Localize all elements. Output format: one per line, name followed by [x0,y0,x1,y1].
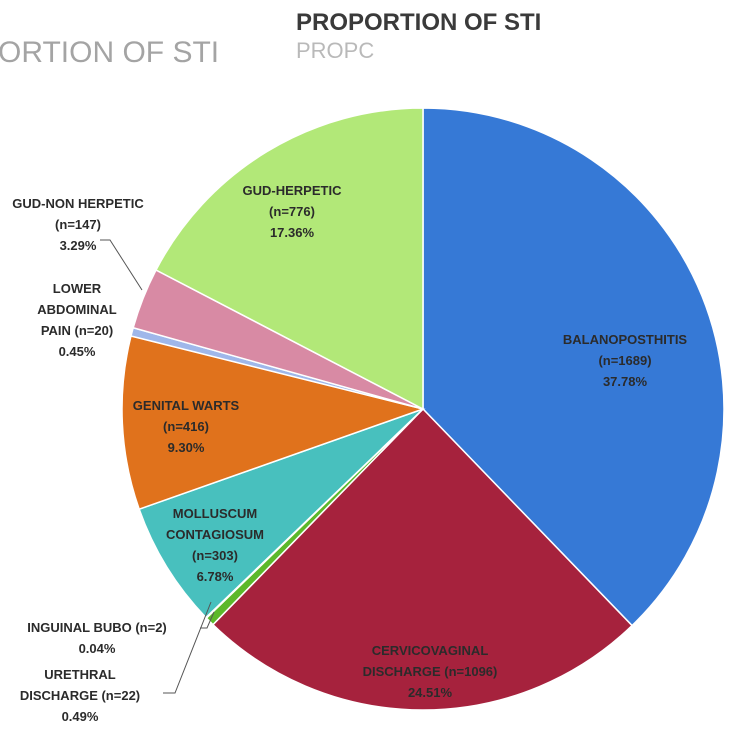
slice-label-molluscum-contagiosum-line-3: 6.78% [197,569,234,584]
slice-label-gud-non-herpetic-line-2: 3.29% [60,238,97,253]
slice-genital-warts [121,335,426,511]
slice-label-molluscum-contagiosum-line-1: CONTAGIOSUM [166,527,264,542]
slice-label-gud-non-herpetic-line-1: (n=147) [55,217,101,232]
slice-label-genital-warts-line-2: 9.30% [168,440,205,455]
slice-label-balanoposthitis-line-0: BALANOPOSTHITIS [563,332,688,347]
slice-gud-herpetic [155,107,424,411]
ghost-title-left: ORTION OF STI [0,36,219,69]
slice-molluscum-contagiosum [138,408,424,619]
slice-label-genital-warts-line-1: (n=416) [163,419,209,434]
slice-label-lower-abdominal-pain-line-1: ABDOMINAL [37,302,116,317]
ghost-title-small: PROPC [296,38,374,63]
slice-label-molluscum-contagiosum-line-0: MOLLUSCUM [173,506,258,521]
slice-label-gud-herpetic-line-1: (n=776) [269,204,315,219]
leader-line-gud-non-herpetic [100,239,143,291]
slice-label-molluscum-contagiosum-line-2: (n=303) [192,548,238,563]
slice-label-lower-abdominal-pain-line-0: LOWER [53,281,102,296]
slice-label-genital-warts-line-0: GENITAL WARTS [133,398,240,413]
leader-line-urethral-discharge [163,601,212,694]
slice-labels: BALANOPOSTHITIS (n=1689) 37.78% CERVICOVAGI… [12,183,687,724]
slice-label-gud-herpetic-line-2: 17.36% [270,225,315,240]
slice-label-lower-abdominal-pain-line-2: PAIN (n=20) [41,323,113,338]
slice-label-cervicovaginal-discharge-line-0: CERVICOVAGINAL [372,643,489,658]
slice-label-cervicovaginal-discharge-line-2: 24.51% [408,685,453,700]
leader-line-inguinal-bubo [200,611,215,629]
slice-balanoposthitis [422,107,725,627]
chart-title: PROPORTION OF STI [296,9,541,36]
slice-label-gud-non-herpetic-line-0: GUD-NON HERPETIC [12,196,144,211]
slice-label-inguinal-bubo-line-0: INGUINAL BUBO (n=2) [27,620,167,635]
slice-label-balanoposthitis-line-1: (n=1689) [598,353,651,368]
slice-label-lower-abdominal-pain-line-3: 0.45% [59,344,96,359]
pie-slices [121,107,725,711]
slice-label-cervicovaginal-discharge-line-1: DISCHARGE (n=1096) [363,664,498,679]
slice-label-balanoposthitis-line-2: 37.78% [603,374,648,389]
slice-label-urethral-discharge-line-0: URETHRAL [44,667,116,682]
slice-label-inguinal-bubo-line-1: 0.04% [79,641,116,656]
leader-lines [100,239,215,694]
slice-label-urethral-discharge-line-1: DISCHARGE (n=22) [20,688,140,703]
slice-cervicovaginal-discharge [211,407,634,711]
slice-label-urethral-discharge-line-2: 0.49% [62,709,99,724]
slice-label-gud-herpetic-line-0: GUD-HERPETIC [243,183,343,198]
